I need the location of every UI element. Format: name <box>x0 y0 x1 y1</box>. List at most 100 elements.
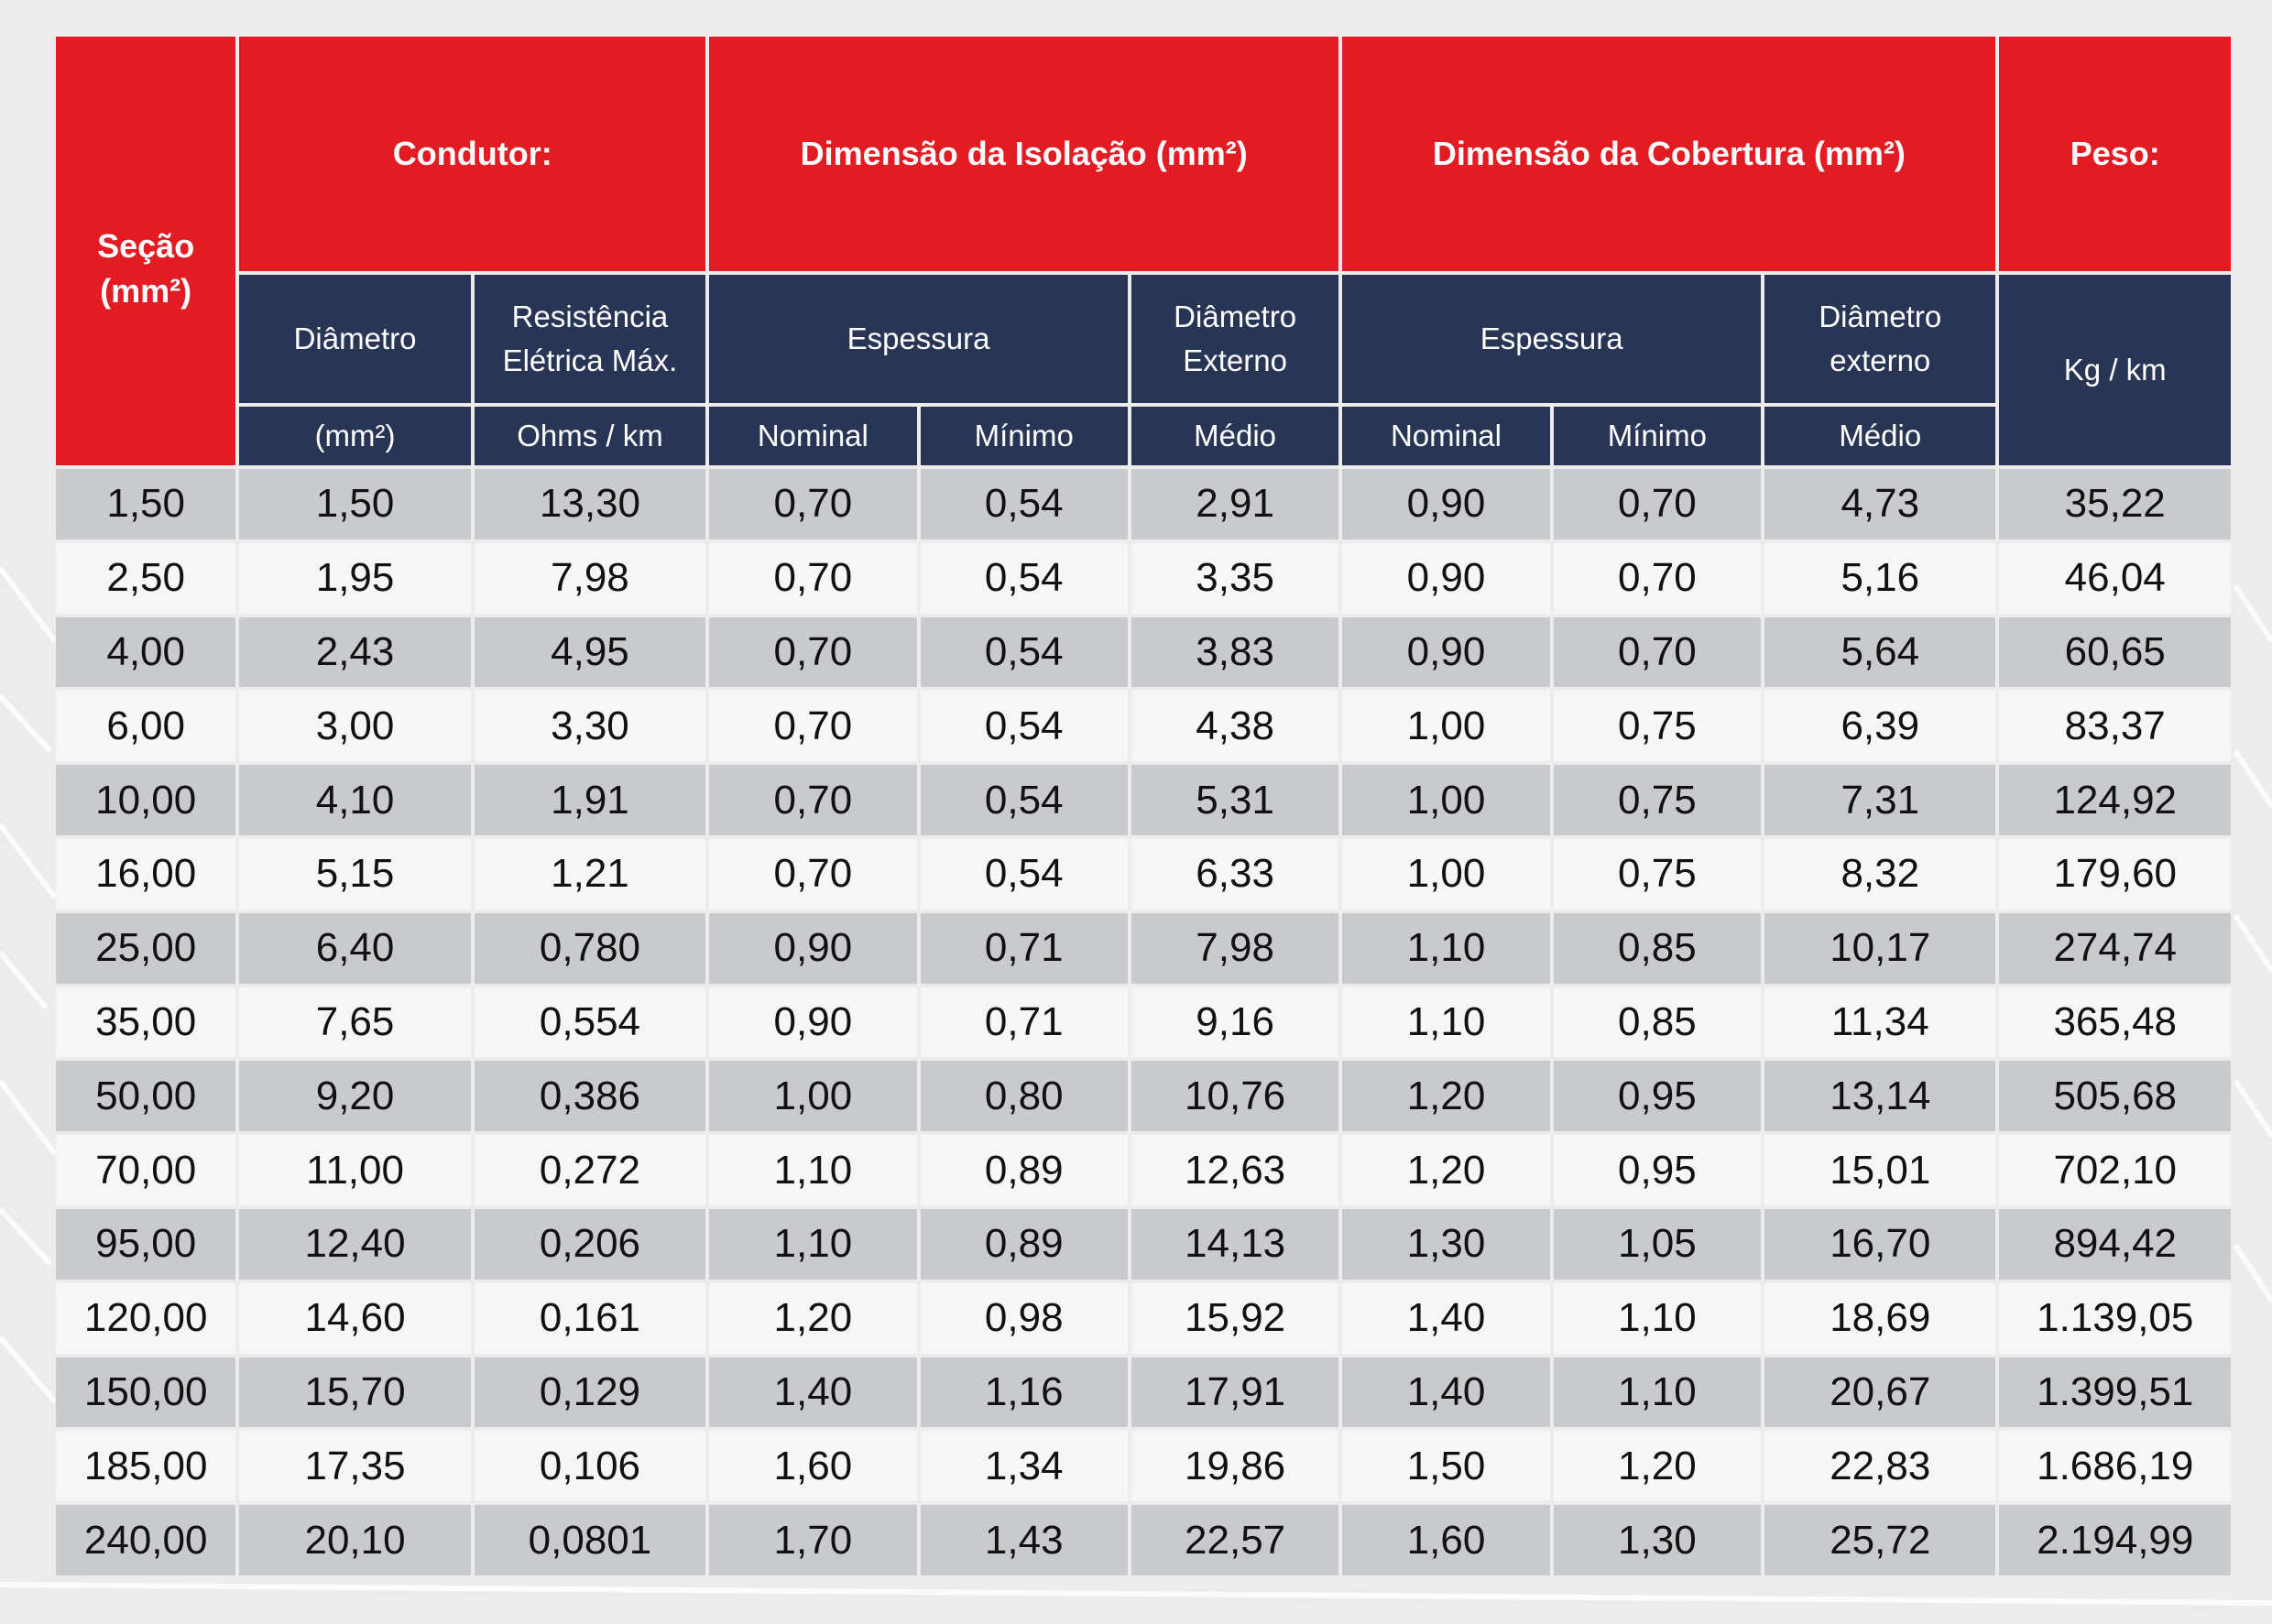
table-cell: 0,386 <box>474 1061 706 1132</box>
table-row: 70,00 11,00 0,272 1,10 0,89 12,63 1,20 0,95 15,0… <box>56 1135 2231 1205</box>
table-cell: 1,20 <box>1342 1135 1550 1205</box>
table-cell: 1,50 <box>239 469 471 540</box>
table-cell: 0,70 <box>709 765 917 835</box>
table-cell: 1,30 <box>1553 1505 1762 1575</box>
subheader-resistencia: Resistência Elétrica Máx. <box>474 275 706 403</box>
table-row: 1,50 1,50 13,30 0,70 0,54 2,91 0,90 0,70 4,73 35,… <box>56 469 2231 540</box>
table-cell: 10,76 <box>1131 1061 1339 1132</box>
table-cell: 17,35 <box>239 1431 471 1502</box>
unit-diametro: (mm²) <box>239 407 471 465</box>
cable-spec-table: Seção (mm²) Condutor: Dimensão da Isolaç… <box>52 33 2234 1579</box>
subheader-diametro: Diâmetro <box>239 275 471 403</box>
table-cell: 11,00 <box>239 1135 471 1205</box>
table-cell: 3,83 <box>1131 616 1339 688</box>
table-cell: 60,65 <box>1999 616 2231 688</box>
table-cell: 11,34 <box>1764 986 1996 1058</box>
table-cell: 0,54 <box>920 838 1128 910</box>
table-cell: 702,10 <box>1999 1135 2231 1205</box>
table-cell: 1,00 <box>1342 691 1550 762</box>
table-cell: 83,37 <box>1999 691 2231 762</box>
table-cell: 0,54 <box>920 616 1128 688</box>
header-secao-label: Seção <box>97 227 195 266</box>
table-cell: 0,54 <box>920 691 1128 762</box>
table-cell: 50,00 <box>56 1061 236 1132</box>
unit-iso-minimo: Mínimo <box>920 407 1128 465</box>
subheader-kg-km: Kg / km <box>1999 275 2231 465</box>
table-cell: 0,80 <box>920 1061 1128 1132</box>
table-cell: 95,00 <box>56 1208 236 1280</box>
table-cell: 46,04 <box>1999 542 2231 614</box>
table-cell: 1,50 <box>56 469 236 540</box>
table-cell: 2.194,99 <box>1999 1505 2231 1575</box>
table-cell: 894,42 <box>1999 1208 2231 1280</box>
table-cell: 0,98 <box>920 1282 1128 1354</box>
table-cell: 16,70 <box>1764 1208 1996 1280</box>
unit-iso-nominal: Nominal <box>709 407 917 465</box>
table-cell: 0,90 <box>709 986 917 1058</box>
table-cell: 185,00 <box>56 1431 236 1502</box>
table-cell: 1,40 <box>1342 1282 1550 1354</box>
table-cell: 1,10 <box>1553 1357 1762 1428</box>
table-cell: 0,70 <box>709 542 917 614</box>
table-cell: 22,83 <box>1764 1431 1996 1502</box>
table-cell: 0,0801 <box>474 1505 706 1575</box>
table-cell: 1,60 <box>709 1431 917 1502</box>
table-cell: 1,43 <box>920 1505 1128 1575</box>
table-cell: 7,98 <box>474 542 706 614</box>
table-cell: 1,21 <box>474 838 706 910</box>
table-cell: 505,68 <box>1999 1061 2231 1132</box>
table-cell: 15,70 <box>239 1357 471 1428</box>
table-cell: 1,10 <box>709 1208 917 1280</box>
table-cell: 35,00 <box>56 986 236 1058</box>
table-body: 1,50 1,50 13,30 0,70 0,54 2,91 0,90 0,70 4,73 35,… <box>56 469 2231 1575</box>
table-cell: 9,16 <box>1131 986 1339 1058</box>
table-cell: 1,00 <box>1342 838 1550 910</box>
table-cell: 8,32 <box>1764 838 1996 910</box>
table-cell: 0,95 <box>1553 1061 1762 1132</box>
table-cell: 1,16 <box>920 1357 1128 1428</box>
table-cell: 0,90 <box>1342 469 1550 540</box>
table-row: 240,00 20,10 0,0801 1,70 1,43 22,57 1,60 1,30 25… <box>56 1505 2231 1575</box>
table-cell: 0,70 <box>709 469 917 540</box>
header-isolacao: Dimensão da Isolação (mm²) <box>709 37 1339 271</box>
table-cell: 7,31 <box>1764 765 1996 835</box>
table-cell: 1,20 <box>1342 1061 1550 1132</box>
table-cell: 25,00 <box>56 912 236 984</box>
table-cell: 0,272 <box>474 1135 706 1205</box>
table-cell: 0,75 <box>1553 691 1762 762</box>
table-cell: 0,85 <box>1553 986 1762 1058</box>
subheader-resistencia-line2: Elétrica Máx. <box>502 343 678 377</box>
table-cell: 1,10 <box>1342 912 1550 984</box>
table-cell: 70,00 <box>56 1135 236 1205</box>
table-cell: 14,60 <box>239 1282 471 1354</box>
table-cell: 4,10 <box>239 765 471 835</box>
table-cell: 1,10 <box>1342 986 1550 1058</box>
table-cell: 7,65 <box>239 986 471 1058</box>
table-cell: 3,35 <box>1131 542 1339 614</box>
table-cell: 20,67 <box>1764 1357 1996 1428</box>
table-cell: 1,05 <box>1553 1208 1762 1280</box>
table-cell: 0,71 <box>920 986 1128 1058</box>
table-row: 2,50 1,95 7,98 0,70 0,54 3,35 0,90 0,70 5,16 46,0… <box>56 542 2231 614</box>
table-cell: 10,17 <box>1764 912 1996 984</box>
table-cell: 4,95 <box>474 616 706 688</box>
table-cell: 0,780 <box>474 912 706 984</box>
table-cell: 0,89 <box>920 1135 1128 1205</box>
table-cell: 5,15 <box>239 838 471 910</box>
table-cell: 12,63 <box>1131 1135 1339 1205</box>
table-cell: 6,33 <box>1131 838 1339 910</box>
table-cell: 6,40 <box>239 912 471 984</box>
table-cell: 10,00 <box>56 765 236 835</box>
table-cell: 19,86 <box>1131 1431 1339 1502</box>
table-cell: 9,20 <box>239 1061 471 1132</box>
table-cell: 6,39 <box>1764 691 1996 762</box>
table-cell: 2,91 <box>1131 469 1339 540</box>
table-cell: 0,70 <box>1553 469 1762 540</box>
table-cell: 1,91 <box>474 765 706 835</box>
table-row: 25,00 6,40 0,780 0,90 0,71 7,98 1,10 0,85 10,17 2… <box>56 912 2231 984</box>
table-cell: 16,00 <box>56 838 236 910</box>
table-cell: 0,70 <box>709 616 917 688</box>
table-cell: 1,20 <box>1553 1431 1762 1502</box>
table-row: 50,00 9,20 0,386 1,00 0,80 10,76 1,20 0,95 13,14… <box>56 1061 2231 1132</box>
